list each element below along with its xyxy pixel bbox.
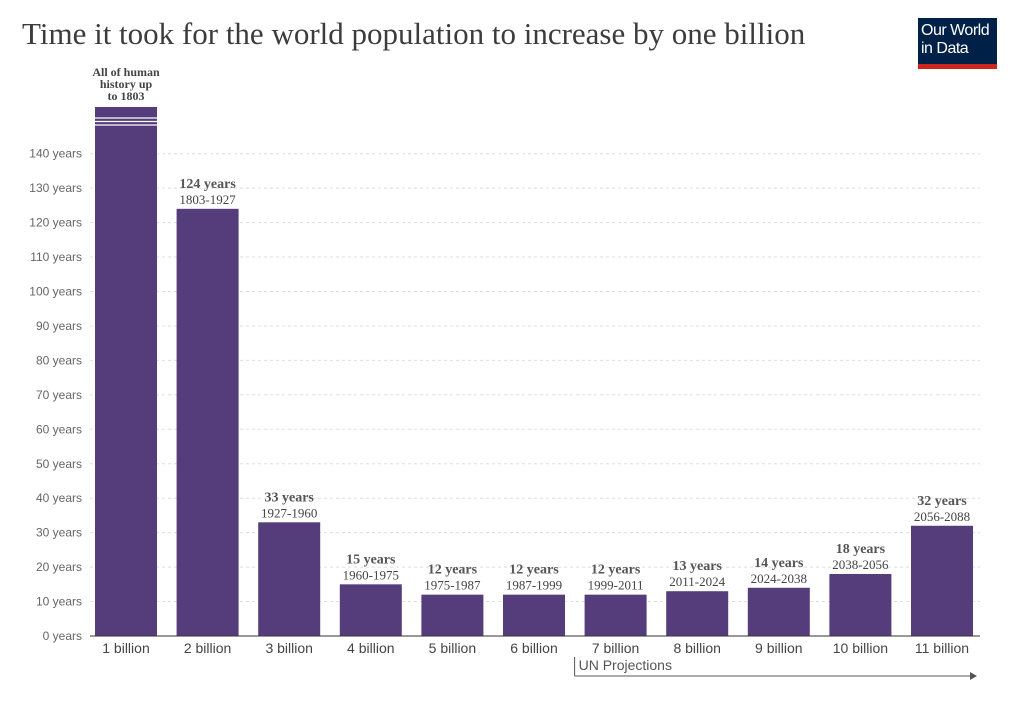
y-tick-label: 40 years (36, 491, 82, 505)
x-category-label: 9 billion (755, 640, 802, 656)
bar-6-billion (503, 594, 565, 636)
bar-value-label: 12 years (591, 563, 641, 578)
y-tick-label: 20 years (36, 560, 82, 574)
bar-5-billion (421, 594, 484, 636)
bar-1-billion (95, 107, 157, 636)
bar-8-billion (666, 591, 729, 636)
y-tick-label: 80 years (36, 353, 82, 367)
x-category-label: 4 billion (347, 640, 394, 656)
x-category-label: 5 billion (429, 640, 476, 656)
x-category-label: 2 billion (184, 640, 231, 656)
projection-arrow-head (970, 672, 977, 680)
bar-2-billion (176, 208, 239, 636)
y-tick-label: 140 years (29, 147, 82, 161)
y-tick-label: 50 years (36, 457, 82, 471)
chart-title: Time it took for the world population to… (22, 16, 806, 51)
bar-value-label: 32 years (917, 494, 967, 509)
y-tick-label: 10 years (36, 595, 82, 609)
bar-value-label: 33 years (265, 490, 315, 505)
y-tick-label: 130 years (29, 181, 82, 195)
y-tick-label: 30 years (36, 526, 82, 540)
bar-value-label: 124 years (179, 177, 236, 192)
x-category-label: 10 billion (833, 640, 888, 656)
bar-period-label: 2011-2024 (669, 574, 725, 589)
y-tick-label: 0 years (43, 629, 82, 643)
first-bar-label: history up (100, 77, 153, 91)
bar-9-billion (747, 587, 810, 636)
x-category-label: 1 billion (102, 640, 149, 656)
y-tick-label: 120 years (29, 216, 82, 230)
y-tick-label: 70 years (36, 388, 82, 402)
bar-period-label: 2024-2038 (751, 571, 807, 586)
y-tick-label: 110 years (30, 250, 82, 264)
bar-value-label: 12 years (509, 563, 559, 578)
x-category-label: 8 billion (673, 640, 720, 656)
x-category-label: 3 billion (265, 640, 312, 656)
first-bar-label: All of human (92, 65, 160, 79)
first-bar-label: to 1803 (108, 89, 145, 103)
bar-3-billion (258, 522, 321, 636)
logo-accent-bar (918, 64, 997, 69)
x-category-label: 6 billion (510, 640, 557, 656)
bar-value-label: 12 years (428, 563, 478, 578)
bar-value-label: 15 years (346, 552, 396, 567)
bar-period-label: 1960-1975 (343, 567, 399, 582)
bar-period-label: 1999-2011 (588, 578, 644, 593)
bar-period-label: 2038-2056 (832, 557, 889, 572)
bar-period-label: 1975-1987 (424, 578, 481, 593)
bar-period-label: 1803-1927 (179, 192, 236, 207)
y-tick-label: 100 years (29, 285, 82, 299)
x-category-label: 11 billion (915, 640, 969, 656)
y-tick-label: 60 years (36, 422, 82, 436)
owid-logo[interactable]: Our World in Data (918, 18, 997, 69)
logo-line-1: Our World (921, 22, 990, 39)
bar-value-label: 14 years (754, 556, 804, 571)
y-tick-label: 90 years (36, 319, 82, 333)
bar-7-billion (584, 594, 647, 636)
bar-value-label: 18 years (836, 542, 886, 557)
bar-value-label: 13 years (673, 559, 723, 574)
projection-label: UN Projections (579, 657, 672, 673)
x-category-label: 7 billion (592, 640, 639, 656)
bar-4-billion (339, 584, 402, 636)
bar-period-label: 2056-2088 (914, 509, 970, 524)
bar-11-billion (911, 525, 973, 636)
bar-10-billion (829, 573, 892, 636)
bar-period-label: 1927-1960 (261, 505, 317, 520)
logo-line-2: in Data (921, 40, 969, 57)
bar-period-label: 1987-1999 (506, 578, 562, 593)
